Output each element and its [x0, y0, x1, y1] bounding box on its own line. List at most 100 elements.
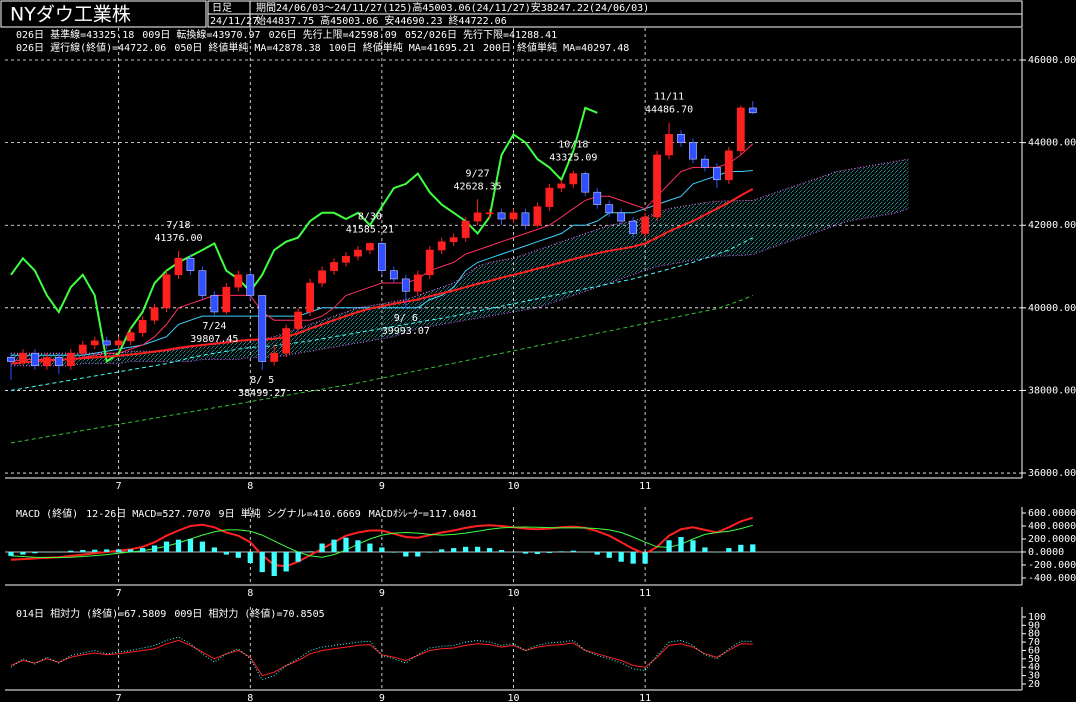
x-tick-label: 7 [116, 481, 122, 492]
candle-body [461, 220, 470, 238]
y-tick-label: 100 [1028, 612, 1046, 623]
candle-body [42, 357, 51, 366]
y-tick-label: 30 [1028, 671, 1040, 682]
legend-entry: 12-26日 MACD=527.7070 [86, 509, 210, 520]
y-tick-label: 20 [1028, 679, 1040, 690]
histogram-bar [44, 551, 50, 553]
annotation-value: 42628.35 [454, 181, 502, 192]
series-line [10, 516, 754, 568]
histogram-bar [522, 551, 529, 554]
legend-entry: 026日 基準線=43325.18 [16, 28, 134, 41]
annotation-date: 7/18 [166, 220, 190, 231]
candle-body [689, 142, 697, 160]
annotation-value: 38499.27 [238, 388, 286, 399]
annotation-date: 9/27 [466, 168, 490, 179]
candle-body [222, 286, 231, 313]
series-line [10, 639, 753, 677]
series-line [11, 170, 753, 356]
candle-body [162, 274, 171, 309]
histogram-bar [451, 548, 457, 552]
legend-entry: 014日 相対力 (終値)=67.5809 [16, 607, 166, 620]
y-tick-label: 600.0000 [1028, 508, 1076, 519]
annotation-value: 41376.00 [154, 233, 202, 244]
histogram-bar [415, 551, 421, 557]
y-tick-label: 46000.00 [1028, 55, 1076, 66]
annotation-value: 43325.09 [549, 152, 597, 163]
histogram-bar [271, 551, 277, 577]
y-tick-label: 36000.00 [1028, 468, 1076, 479]
series-line [10, 106, 598, 364]
annotation-value: 39807.45 [190, 334, 238, 345]
candle-body [677, 134, 685, 143]
x-tick-label: 10 [507, 693, 519, 702]
y-tick-label: 38000.00 [1028, 385, 1076, 396]
histogram-bar [558, 551, 564, 552]
candle-body [497, 212, 506, 220]
candle-body [330, 262, 338, 271]
x-tick-label: 8 [247, 693, 253, 702]
candle-body [114, 340, 123, 346]
histogram-bar [116, 549, 122, 552]
histogram-bar [738, 544, 744, 552]
candle-body [724, 150, 733, 181]
candle-body [413, 274, 422, 292]
candle-body [150, 307, 159, 321]
candle-body [509, 212, 518, 220]
candle-body [736, 107, 745, 152]
candle-body [270, 352, 279, 362]
histogram-bar [427, 551, 433, 553]
candle-body [617, 212, 626, 222]
candle-body [366, 243, 374, 251]
candle-body [282, 328, 291, 354]
x-tick-label: 11 [639, 693, 651, 702]
candle-body [653, 154, 661, 218]
candle-body [485, 212, 494, 215]
histogram-bar [175, 539, 182, 552]
candle-body [377, 243, 386, 271]
histogram-bar [331, 539, 337, 552]
x-tick-label: 10 [507, 481, 519, 492]
y-tick-label: 70 [1028, 637, 1040, 648]
histogram-bar [486, 548, 493, 552]
y-tick-label: 200.0000 [1028, 534, 1076, 545]
histogram-bar [678, 537, 684, 552]
candle-body [713, 167, 721, 181]
histogram-bar [594, 551, 600, 555]
annotation-date: 7/24 [202, 321, 226, 332]
annotation-date: 9/ 6 [394, 313, 418, 324]
candle-body [234, 274, 243, 288]
candle-body [78, 344, 87, 354]
histogram-bar [259, 551, 265, 573]
histogram-bar [295, 551, 301, 562]
x-tick-label: 11 [639, 481, 651, 492]
legend-entry: 052/026日 先行下限=41288.41 [405, 28, 557, 41]
y-tick-label: -400.0000 [1028, 573, 1076, 584]
x-tick-label: 8 [247, 588, 253, 599]
candle-body [545, 187, 554, 207]
histogram-bar [355, 540, 361, 552]
annotation-value: 44486.70 [645, 105, 693, 116]
histogram-bar [8, 551, 14, 556]
candle-body [31, 352, 39, 366]
date: 24/11/27 [210, 16, 258, 27]
histogram-bar [570, 550, 576, 552]
annotation-date: 8/30 [358, 211, 382, 222]
legend-entry: 9日 単純 シグナル=410.6669 [219, 507, 361, 520]
histogram-bar [199, 541, 206, 552]
candle-body [473, 212, 482, 222]
legend-entry: 009日 相対力 (終値)=70.8505 [174, 607, 324, 620]
candle-body [629, 220, 638, 234]
histogram-bar [307, 551, 313, 552]
y-tick-label: 90 [1028, 620, 1040, 631]
y-tick-label: 40000.00 [1028, 303, 1076, 314]
histogram-bar [211, 547, 218, 552]
histogram-bar [690, 540, 696, 552]
legend-entry: 100日 終値単純 MA=41695.21 [329, 41, 475, 54]
histogram-bar [714, 551, 720, 553]
candle-body [401, 278, 410, 292]
panel-title: MACD (終値) [16, 507, 78, 520]
series-line [10, 524, 753, 558]
legend-entry: 009日 転換線=43970.97 [142, 28, 260, 41]
